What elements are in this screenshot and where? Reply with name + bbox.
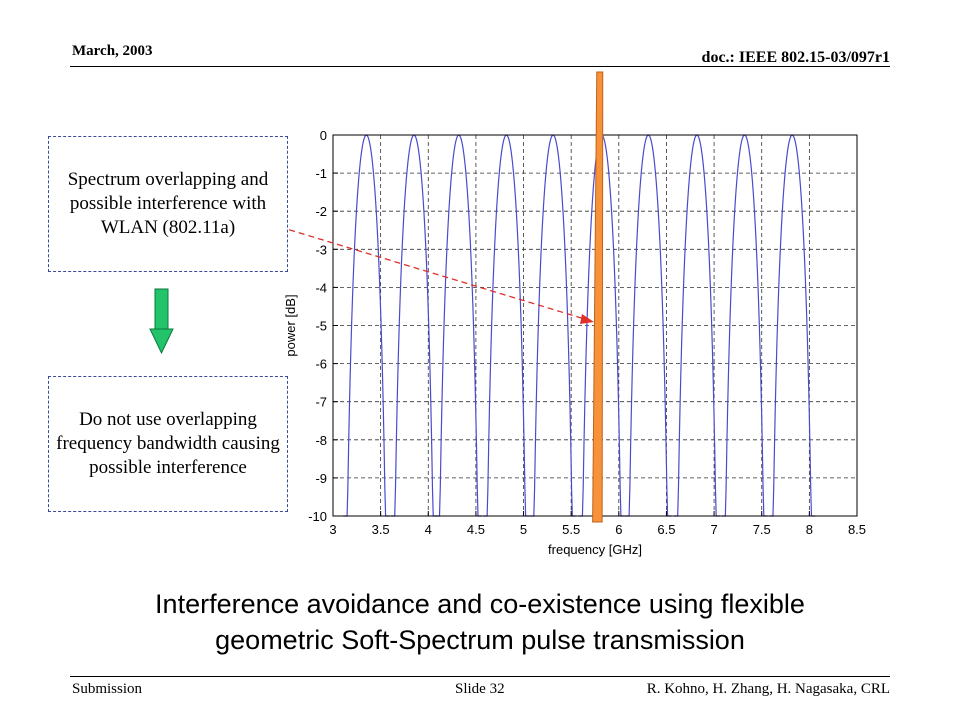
y-tick-label: -2: [315, 204, 327, 219]
footer-submission: Submission: [72, 681, 143, 697]
x-tick-label: 3.5: [372, 522, 390, 537]
header-rule: [70, 66, 890, 67]
y-tick-label: 0: [320, 128, 327, 143]
y-tick-label: -9: [315, 471, 327, 486]
footer-rule: [70, 676, 890, 677]
y-tick-label: -6: [315, 357, 327, 372]
x-tick-label: 6.5: [657, 522, 675, 537]
x-tick-label: 5: [520, 522, 527, 537]
down-arrow-icon: [149, 288, 174, 355]
x-tick-label: 4: [425, 522, 432, 537]
footer-slide-number: Slide 32: [455, 681, 505, 697]
x-tick-label: 8.5: [848, 522, 866, 537]
footer-authors: R. Kohno, H. Zhang, H. Nagasaka, CRL: [646, 681, 890, 697]
x-tick-label: 7: [710, 522, 717, 537]
y-tick-label: -10: [308, 509, 327, 524]
slide-caption: Interference avoidance and co-existence …: [40, 586, 920, 658]
y-tick-label: -7: [315, 395, 327, 410]
x-tick-label: 4.5: [467, 522, 485, 537]
x-tick-label: 3: [329, 522, 336, 537]
interference-band: [592, 71, 604, 523]
x-tick-label: 5.5: [562, 522, 580, 537]
header-date: March, 2003: [72, 43, 153, 59]
y-axis-label: power [dB]: [283, 294, 298, 356]
y-tick-label: -4: [315, 280, 327, 295]
y-tick-label: -1: [315, 166, 327, 181]
header-doc-id: doc.: IEEE 802.15-03/097r1: [701, 49, 890, 66]
y-tick-label: -5: [315, 319, 327, 334]
overlap-note: Spectrum overlapping and possible interf…: [48, 136, 288, 272]
y-tick-label: -8: [315, 433, 327, 448]
pointer-arrow: [269, 223, 589, 321]
y-tick-label: -3: [315, 242, 327, 257]
x-axis-label: frequency [GHz]: [548, 542, 642, 557]
chart-ticks: 3 3.5 4 4.5 5 5.5 6 6.5 7 7.5 8 8.5 0 -1 -2 -3 -4 -5 -6 -7 -…: [308, 128, 866, 537]
caption-line-2: geometric Soft-Spectrum pulse transmissi…: [215, 625, 745, 655]
caption-line-1: Interference avoidance and co-existence …: [155, 589, 805, 619]
x-tick-label: 7.5: [753, 522, 771, 537]
avoidance-note: Do not use overlapping frequency bandwid…: [48, 376, 288, 512]
x-tick-label: 6: [615, 522, 622, 537]
pointer-arrowhead: [580, 314, 594, 324]
x-tick-label: 8: [806, 522, 813, 537]
